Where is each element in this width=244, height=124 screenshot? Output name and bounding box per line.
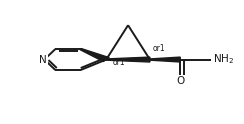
Text: NH$_2$: NH$_2$ [213,52,234,66]
Polygon shape [106,57,150,62]
Polygon shape [80,49,109,62]
Text: N: N [39,55,47,65]
Polygon shape [150,57,180,62]
Text: O: O [177,76,185,86]
Text: or1: or1 [153,44,165,53]
Text: or1: or1 [112,58,125,67]
